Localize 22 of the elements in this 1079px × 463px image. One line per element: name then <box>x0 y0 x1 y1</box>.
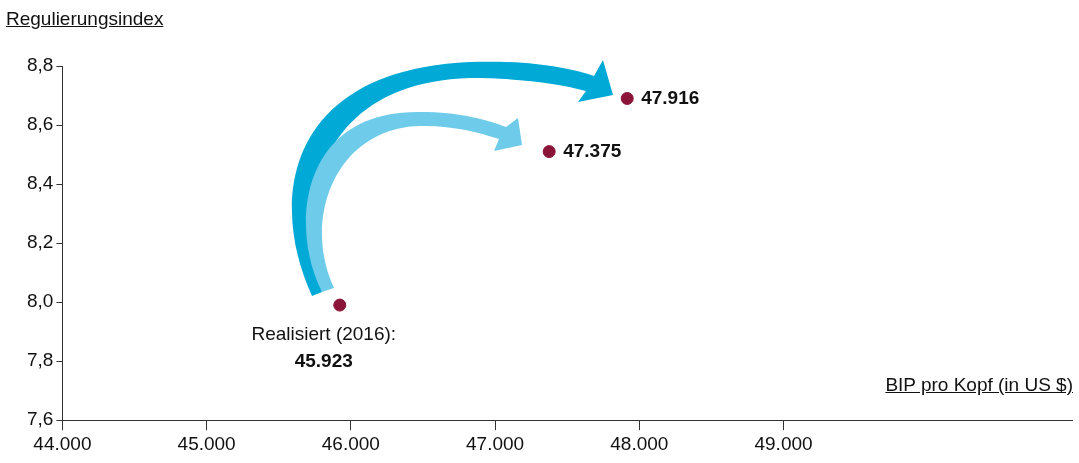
point <box>333 298 347 312</box>
point <box>620 91 634 105</box>
y-tick-label: 8,0 <box>26 290 54 312</box>
point <box>542 145 556 159</box>
x-axis-title: BIP pro Kopf (in US $) <box>885 374 1073 396</box>
y-tick-label: 8,8 <box>26 54 54 76</box>
y-tick-label: 8,6 <box>26 113 54 135</box>
x-tick-label: 45.000 <box>177 432 236 454</box>
annotation: 45.923 <box>294 350 353 372</box>
annotation: Realisiert (2016): <box>251 323 397 345</box>
x-tick-label: 49.000 <box>754 432 813 454</box>
y-axis-title: Regulierungsindex <box>6 8 164 30</box>
y-tick-label: 8,2 <box>26 231 54 253</box>
x-tick-label: 44.000 <box>33 432 92 454</box>
y-tick-label: 7,6 <box>26 408 54 430</box>
annotation: 47.375 <box>563 139 622 161</box>
y-tick-label: 8,4 <box>26 172 54 194</box>
x-tick-label: 48.000 <box>610 432 669 454</box>
annotation: 47.916 <box>641 86 700 108</box>
y-tick-label: 7,8 <box>26 349 54 371</box>
x-tick-label: 47.000 <box>466 432 525 454</box>
x-tick-label: 46.000 <box>321 432 380 454</box>
